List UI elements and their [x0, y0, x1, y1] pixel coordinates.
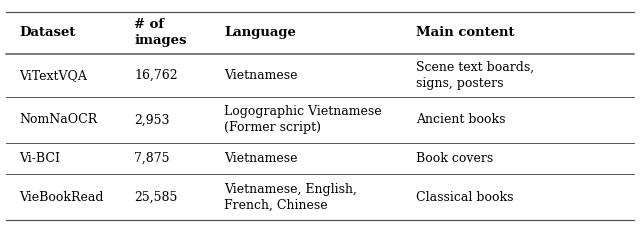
Text: Dataset: Dataset	[19, 26, 76, 39]
Text: Vietnamese, English,
French, Chinese: Vietnamese, English, French, Chinese	[224, 183, 357, 212]
Text: Vi-BCI: Vi-BCI	[19, 152, 60, 165]
Text: # of
images: # of images	[134, 18, 187, 47]
Text: 2,953: 2,953	[134, 113, 170, 126]
Text: Classical books: Classical books	[416, 191, 513, 204]
Text: Vietnamese: Vietnamese	[224, 69, 298, 82]
Text: 16,762: 16,762	[134, 69, 178, 82]
Text: 7,875: 7,875	[134, 152, 170, 165]
Text: Book covers: Book covers	[416, 152, 493, 165]
Text: VieBookRead: VieBookRead	[19, 191, 104, 204]
Text: 25,585: 25,585	[134, 191, 178, 204]
Text: ViTextVQA: ViTextVQA	[19, 69, 87, 82]
Text: NomNaOCR: NomNaOCR	[19, 113, 97, 126]
Text: Language: Language	[224, 26, 296, 39]
Text: Main content: Main content	[416, 26, 515, 39]
Text: Ancient books: Ancient books	[416, 113, 506, 126]
Text: Vietnamese: Vietnamese	[224, 152, 298, 165]
Text: Logographic Vietnamese
(Former script): Logographic Vietnamese (Former script)	[224, 105, 381, 134]
Text: Scene text boards,
signs, posters: Scene text boards, signs, posters	[416, 61, 534, 90]
